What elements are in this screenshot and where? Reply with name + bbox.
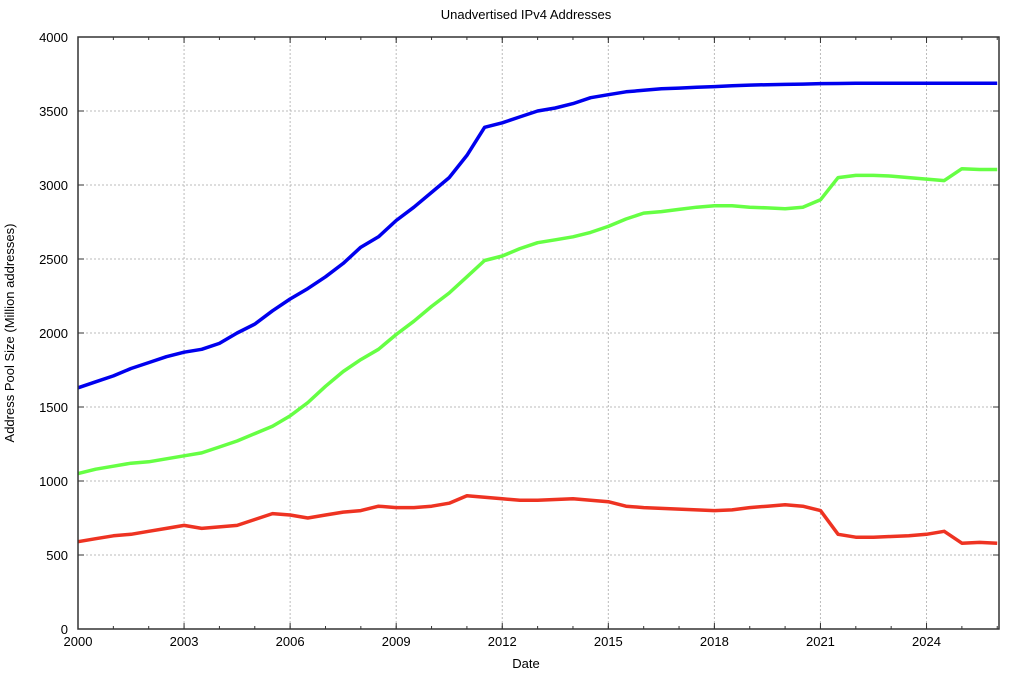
x-tick-label: 2003: [170, 634, 199, 649]
y-tick-label: 1000: [39, 474, 68, 489]
x-tick-label: 2021: [806, 634, 835, 649]
series-line: [77, 81, 998, 390]
y-tick-label: 4000: [39, 30, 68, 45]
series-line: [77, 494, 998, 545]
x-tick-label: 2018: [700, 634, 729, 649]
axis-ticks: 0 500 1000 1500 2000 2500 3000 3500 4000 2000 2003…: [39, 30, 999, 649]
y-tick-label: 1500: [39, 400, 68, 415]
x-tick-label: 2015: [594, 634, 623, 649]
x-axis-label: Date: [512, 656, 539, 671]
y-tick-label: 500: [46, 548, 68, 563]
x-tick-label: 2009: [382, 634, 411, 649]
y-tick-label: 3000: [39, 178, 68, 193]
x-tick-label: 2006: [276, 634, 305, 649]
chart-title: Unadvertised IPv4 Addresses: [441, 7, 612, 22]
x-tick-label: 2024: [912, 634, 941, 649]
x-tick-label: 2012: [488, 634, 517, 649]
y-axis-label: Address Pool Size (Million addresses): [2, 224, 17, 443]
series-line: [77, 166, 998, 476]
grid-lines: [78, 37, 999, 629]
x-tick-label: 2000: [64, 634, 93, 649]
data-series: [77, 81, 998, 545]
y-tick-label: 3500: [39, 104, 68, 119]
y-tick-label: 2500: [39, 252, 68, 267]
y-tick-label: 2000: [39, 326, 68, 341]
y-tick-label: 0: [61, 622, 68, 637]
